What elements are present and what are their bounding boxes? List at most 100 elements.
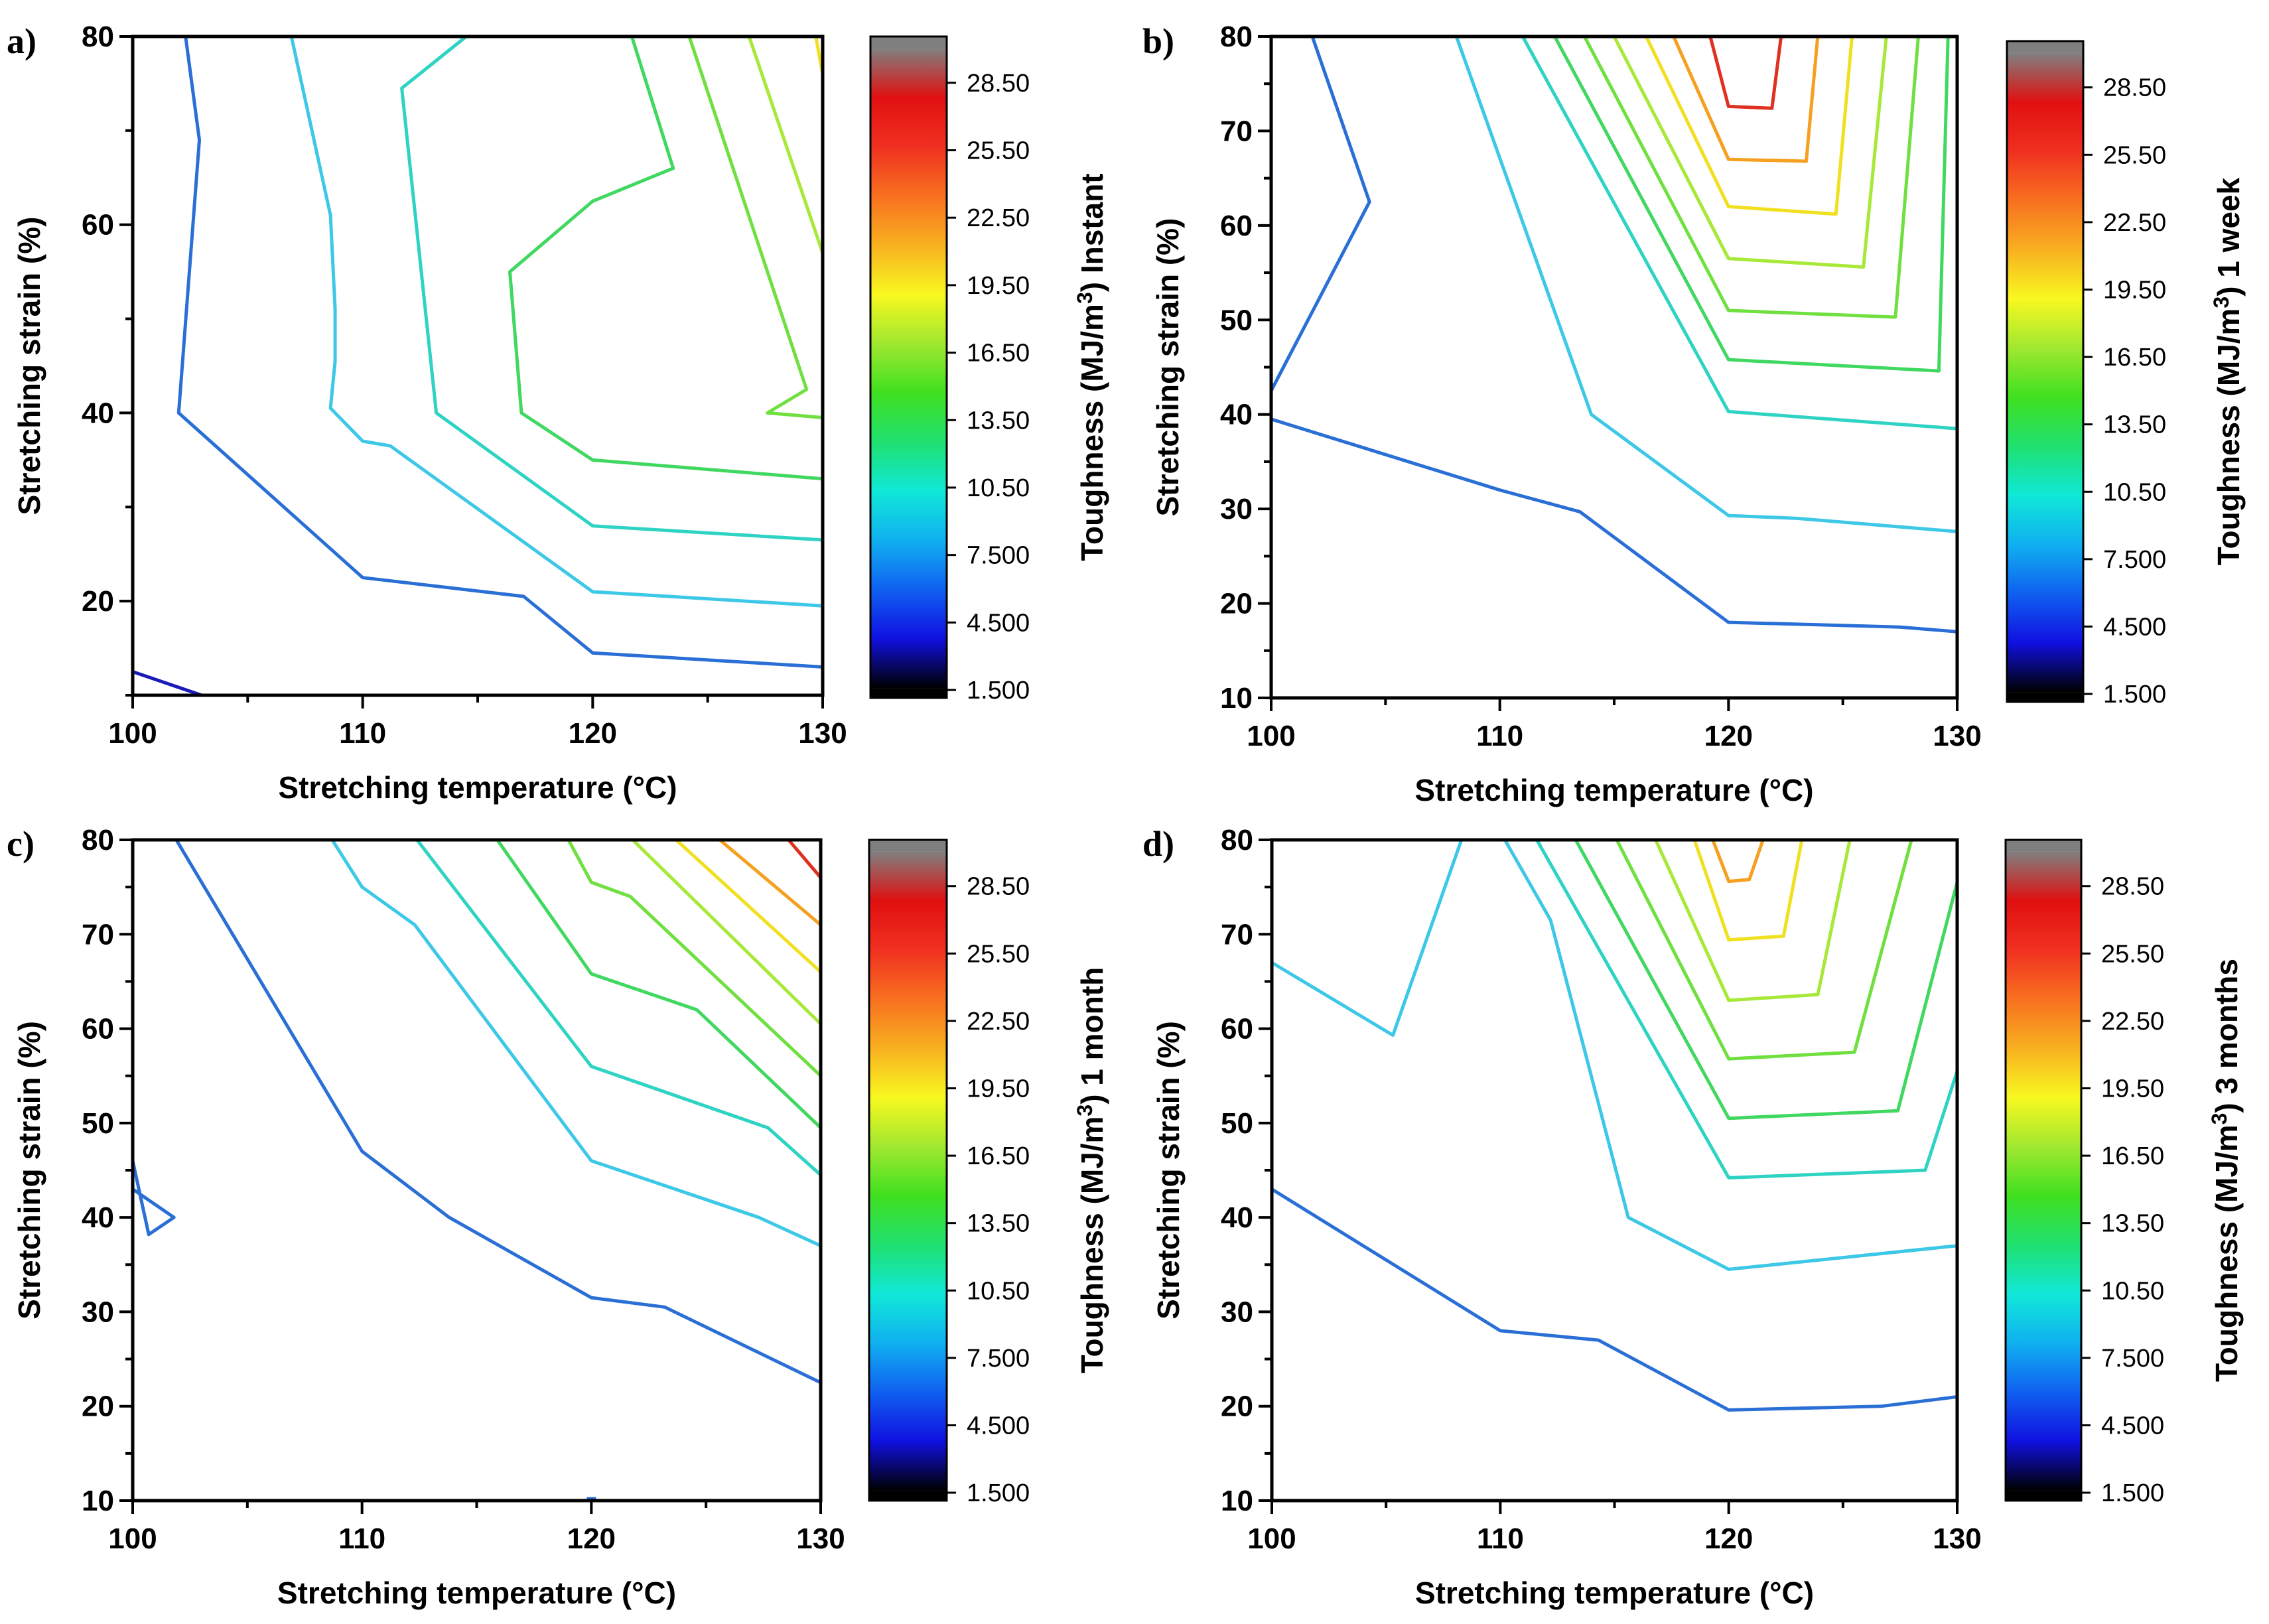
contour-line xyxy=(1708,36,1783,110)
contour-line xyxy=(1582,36,1920,319)
colorbar-tick-label: 22.50 xyxy=(967,1008,1030,1036)
contour-line xyxy=(1711,840,1765,884)
x-tick-label: 110 xyxy=(338,1522,385,1555)
x-tick-label: 110 xyxy=(1476,720,1523,752)
colorbar-gradient xyxy=(869,851,947,1491)
x-tick-label: 110 xyxy=(339,717,386,750)
colorbar-tick-label: 1.500 xyxy=(967,677,1030,705)
colorbar-tick-label: 28.50 xyxy=(967,70,1030,98)
contour-line xyxy=(1553,36,1950,373)
x-tick-label: 130 xyxy=(798,717,847,750)
y-tick-label: 50 xyxy=(1221,1107,1253,1140)
colorbar-tick-label: 7.500 xyxy=(967,542,1030,570)
colorbar-tick-label: 22.50 xyxy=(967,204,1030,232)
x-axis-title: Stretching temperature (°C) xyxy=(277,1576,676,1610)
colorbar-tick-label: 19.50 xyxy=(967,1075,1030,1103)
y-tick-label: 70 xyxy=(82,918,114,951)
y-tick-label: 80 xyxy=(1220,21,1253,53)
plot-frame xyxy=(131,34,825,697)
y-tick-label: 40 xyxy=(1220,399,1253,431)
x-tick-label: 100 xyxy=(1247,720,1295,752)
chart-panel-b: b) 100 110 120 130 10 20 30 40 50 60 70 80 Stretching… xyxy=(1142,21,2246,807)
x-tick-label: 120 xyxy=(1704,1522,1753,1555)
colorbar-tick-label: 22.50 xyxy=(2103,209,2166,237)
colorbar-top-cap xyxy=(869,840,947,852)
colorbar-tick-label: 7.500 xyxy=(967,1345,1030,1373)
x-tick-label: 100 xyxy=(1247,1522,1296,1555)
colorbar-frame xyxy=(2006,40,2085,703)
colorbar-bottom-cap xyxy=(869,1491,947,1501)
x-axis-title: Stretching temperature (°C) xyxy=(1414,773,1813,807)
x-tick-label: 130 xyxy=(796,1522,845,1555)
colorbar-tick-label: 22.50 xyxy=(2101,1008,2164,1036)
y-tick-label: 50 xyxy=(1220,304,1253,336)
colorbar-tick-label: 10.50 xyxy=(967,474,1030,502)
y-tick-label: 10 xyxy=(82,1485,114,1517)
x-tick-label: 110 xyxy=(1477,1522,1524,1555)
colorbar-tick-label: 16.50 xyxy=(967,340,1030,368)
contour-line xyxy=(675,840,821,974)
y-tick-label: 40 xyxy=(82,397,114,429)
contour-line xyxy=(1454,36,1957,533)
chart-panel-a: a) 100 110 120 130 20 40 60 80 Stretching tempera… xyxy=(7,21,1109,805)
colorbar-gradient xyxy=(2007,52,2083,693)
y-axis-title: Stretching strain (%) xyxy=(1150,218,1185,517)
y-tick-label: 20 xyxy=(82,585,114,618)
contour-line xyxy=(567,840,821,1077)
y-tick-label: 70 xyxy=(1221,918,1253,951)
y-tick-label: 60 xyxy=(82,209,114,241)
contour-line xyxy=(1672,36,1820,163)
y-tick-label: 20 xyxy=(1221,1390,1253,1423)
colorbar-bottom-cap xyxy=(2007,692,2083,702)
x-tick-label: 120 xyxy=(567,1522,616,1555)
contour-line xyxy=(289,36,823,608)
y-tick-label: 50 xyxy=(82,1107,114,1140)
x-axis-title: Stretching temperature (°C) xyxy=(278,770,677,805)
chart-panel-c: c) 100 110 120 130 10 20 30 40 50 60 70 80 Stretching… xyxy=(7,824,1109,1610)
contour-line xyxy=(1271,36,1371,392)
colorbar-tick-label: 16.50 xyxy=(967,1142,1030,1170)
contour-line xyxy=(174,840,821,1385)
contour-lines xyxy=(1271,36,1957,634)
y-tick-label: 80 xyxy=(82,824,114,856)
contour-lines xyxy=(133,840,821,1501)
y-tick-label: 70 xyxy=(1220,115,1253,147)
contour-line xyxy=(1271,417,1957,634)
panel-label: c) xyxy=(7,824,34,864)
y-tick-label: 30 xyxy=(82,1296,114,1328)
contour-line xyxy=(508,36,823,481)
panel-label: b) xyxy=(1142,21,1174,61)
colorbar-tick-label: 16.50 xyxy=(2101,1142,2164,1170)
colorbar-tick-label: 4.500 xyxy=(2101,1412,2164,1440)
y-axis-title: Stretching strain (%) xyxy=(12,217,46,515)
contour-line xyxy=(133,670,202,695)
contour-line xyxy=(1645,36,1854,216)
x-axis-title: Stretching temperature (°C) xyxy=(1415,1576,1814,1610)
contour-lines xyxy=(1272,840,1957,1412)
contour-line xyxy=(687,36,823,419)
x-tick-label: 120 xyxy=(1704,720,1753,752)
colorbar-tick-label: 7.500 xyxy=(2101,1345,2164,1373)
x-tick-label: 130 xyxy=(1933,720,1981,752)
y-tick-label: 30 xyxy=(1220,493,1253,525)
contour-line xyxy=(1692,840,1804,942)
contour-line xyxy=(1615,840,1913,1061)
colorbar-frame xyxy=(868,839,948,1502)
colorbar-tick-label: 13.50 xyxy=(967,407,1030,435)
contour-line xyxy=(1612,36,1888,269)
y-axis-title: Stretching strain (%) xyxy=(1151,1021,1186,1320)
colorbar-tick-label: 19.50 xyxy=(2101,1075,2164,1103)
colorbar-tick-label: 19.50 xyxy=(967,272,1030,300)
x-tick-label: 130 xyxy=(1933,1522,1981,1555)
colorbar-tick-label: 4.500 xyxy=(967,609,1030,637)
contour-line xyxy=(1503,840,1957,1271)
colorbar-title: Toughness (MJ/m3) 1 month xyxy=(1073,967,1109,1373)
contour-line xyxy=(1272,1187,1957,1412)
colorbar-gradient xyxy=(2006,851,2081,1491)
y-tick-label: 20 xyxy=(1220,588,1253,620)
y-tick-label: 60 xyxy=(1220,210,1253,242)
y-tick-label: 60 xyxy=(82,1013,114,1046)
x-tick-label: 100 xyxy=(108,1522,157,1555)
y-axis-title: Stretching strain (%) xyxy=(12,1021,46,1320)
